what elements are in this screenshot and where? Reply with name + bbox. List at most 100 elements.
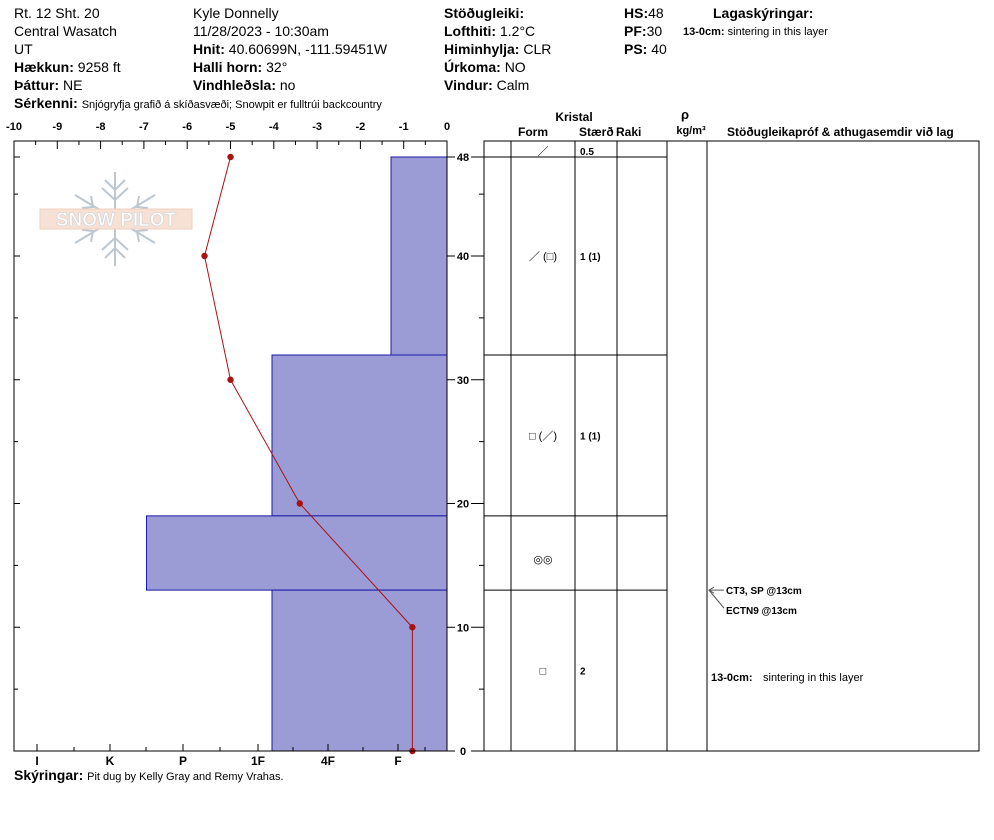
coordinates-label: Hnit: [193,41,225,57]
table-rows: ／ 0.5 ／ (□) 1 (1) □ (／) 1 (1) ◎◎ □ 2 CT3, SP @13c… [484,145,864,684]
temperature-point [409,624,416,631]
sky-value: CLR [523,41,552,57]
depth-tick-label: 10 [457,622,469,634]
wind-loading-row: Vindhleðsla: no [193,76,295,94]
hardness-bar [146,515,448,591]
footer-label: Skýringar: [14,767,84,783]
density-unit: kg/m³ [676,125,706,137]
hs-label: HS: [624,5,649,21]
features-label: Sérkenni: [14,95,78,111]
footer-text: Pit dug by Kelly Gray and Remy Vrahas. [87,771,284,783]
table-frame [483,140,980,752]
test-result: CT3, SP @13cm [726,586,802,597]
form-header: Form [518,125,548,139]
temp-tick-label: -1 [399,121,409,133]
profile-frame [13,140,448,752]
wind-loading-label: Vindhleðsla: [193,77,276,93]
hardness-tick-label: F [394,754,401,768]
crystal-size: 0.5 [580,147,594,158]
ps-row: PS: 40 [624,40,667,58]
air-temp-label: Lofthiti: [444,23,497,39]
depth-tick-label: 20 [457,499,469,511]
datetime: 11/28/2023 - 10:30am [193,23,329,39]
temp-tick-label: -6 [182,121,192,133]
temp-tick-label: -5 [226,121,236,133]
test-pointer [708,589,725,609]
footer-row: Skýringar: Pit dug by Kelly Gray and Rem… [14,766,284,786]
hardness-tick-label: 4F [321,754,335,768]
crystal-form: ◎◎ [533,554,552,566]
wind-label: Vindur: [444,77,493,93]
layer-notes-depth: 13-0cm: [683,26,725,38]
tests-header: Stöðugleikapróf & athugasemdir við lag [727,125,954,139]
layer-notes-heading: Lagaskýringar: [713,4,813,22]
crystal-form: □ [540,666,547,678]
temperature-line [204,156,413,751]
crystal-size: 2 [580,667,586,678]
temp-tick-label: -9 [52,121,62,133]
wind-row: Vindur: Calm [444,76,529,94]
hardness-tick-label: I [35,754,38,768]
depth-tick-label: 0 [460,746,466,758]
temp-tick-label: -7 [139,121,149,133]
slope-row: Halli horn: 32° [193,58,287,76]
sky-label: Himinhylja: [444,41,520,57]
aspect-value: NE [63,77,83,93]
elevation-value: 9258 ft [77,59,121,75]
hardness-bar [390,156,448,356]
air-temp-value: 1.2°C [499,23,536,39]
ps-label: PS: [624,41,648,57]
temp-tick-label: -8 [96,121,106,133]
hardness-axis: I K P 1F 4F F [35,744,426,768]
wind-value: Calm [496,77,530,93]
state-label: UT [14,41,33,57]
layer-comment-text: sintering in this layer [763,672,864,684]
temp-tick-label: -10 [6,121,22,133]
sky-row: Himinhylja: CLR [444,40,551,58]
pf-value: 30 [646,23,663,39]
aspect-row: Þáttur: NE [14,76,82,94]
hardness-bar [271,589,448,752]
crystal-form: □ (／) [529,429,557,442]
crystal-table: Kristal Form Stærð Raki ρ kg/m³ Stöðugle… [483,107,980,752]
arrow-icon [708,586,715,594]
crystal-form: ／ [538,145,549,158]
snowflake-logo-icon: SNOW PILOT [39,172,193,266]
precip-label: Úrkoma: [444,59,501,75]
density-header: ρ [681,107,689,122]
air-temp-row: Lofthiti: 1.2°C [444,22,535,40]
depth-axis: 48 40 30 20 10 0 [14,152,484,758]
size-header: Stærð [579,125,614,139]
region-label: Central Wasatch [14,23,117,39]
coordinates-value: 40.60699N, -111.59451W [228,41,388,57]
logo-text: SNOW PILOT [56,210,177,231]
temperature-point [227,153,234,161]
wind-loading-value: no [279,77,296,93]
depth-tick-label: 30 [457,375,469,387]
elevation-label: Hækkun: [14,59,74,75]
moisture-header: Raki [616,125,641,139]
hardness-tick-label: P [179,754,187,768]
temp-tick-label: -4 [269,121,280,133]
stability-row: Stöðugleiki: [444,4,524,22]
temperature-point [227,376,234,383]
precip-value: NO [504,59,526,75]
pf-label: PF: [624,23,647,39]
depth-tick-label: 48 [457,152,469,164]
pf-row: PF:30 [624,22,662,40]
route-label: Rt. 12 Sht. 20 [14,5,100,21]
hardness-bar [271,354,448,517]
layer-notes-label: Lagaskýringar: [713,5,814,21]
coordinates-row: Hnit: 40.60699N, -111.59451W [193,40,387,58]
temperature-point [201,252,208,260]
slope-value: 32° [266,59,288,75]
hardness-tick-label: K [106,754,115,768]
temp-tick-label: 0 [444,121,450,133]
temperature-axis: -10 -9 -8 -7 -6 -5 -4 -3 -2 -1 0 [6,121,450,149]
hs-row: HS:48 [624,4,664,22]
crystal-form: ／ (□) [529,250,557,263]
crystal-size: 1 (1) [580,252,601,263]
hs-value: 48 [648,5,664,21]
temperature-profile [201,153,416,755]
